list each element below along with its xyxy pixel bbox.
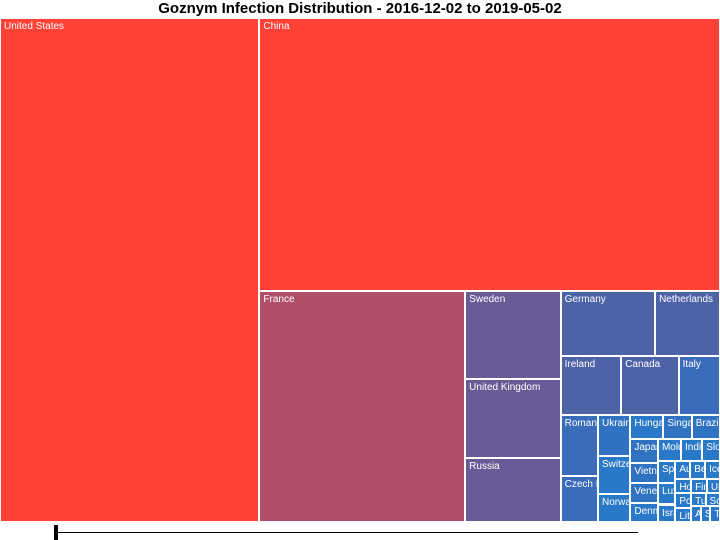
treemap-cell-label: Canada bbox=[625, 358, 661, 370]
treemap-cell-label: Iceland bbox=[709, 463, 719, 475]
treemap-cell[interactable]: Switzerland bbox=[597, 456, 631, 494]
treemap-cell[interactable]: Canada bbox=[621, 355, 679, 416]
treemap-cell-label: Japan bbox=[634, 442, 657, 454]
treemap-cell[interactable]: Ukraine bbox=[597, 415, 631, 457]
treemap-cell-label: India bbox=[684, 442, 702, 454]
treemap-cell[interactable]: United Arab Emirates bbox=[706, 478, 720, 494]
treemap-cell-label: United Arab Emirates bbox=[710, 481, 719, 493]
treemap-cell-label: Lithuania bbox=[679, 510, 690, 522]
treemap-cell[interactable]: Venezuela bbox=[630, 483, 658, 503]
treemap-cell[interactable]: Brazil bbox=[691, 415, 720, 440]
treemap-cell[interactable]: Japan bbox=[630, 439, 658, 463]
treemap-cell[interactable]: Vietnam bbox=[630, 462, 658, 484]
treemap-cell[interactable]: Germany bbox=[560, 291, 656, 356]
treemap-cell-label: Hungary bbox=[634, 418, 664, 430]
treemap-cell[interactable]: China bbox=[259, 18, 720, 292]
treemap-cell-label: Vietnam bbox=[634, 465, 657, 477]
treemap-cell[interactable]: Singapore bbox=[663, 415, 692, 440]
treemap-cell[interactable]: Russia bbox=[465, 458, 561, 522]
treemap-cell-label: Hong Kong bbox=[679, 481, 692, 493]
treemap-cell[interactable]: Luxembourg bbox=[657, 482, 676, 505]
treemap-cell-label: Slovenia bbox=[705, 509, 710, 521]
treemap-cell[interactable]: Turkey bbox=[691, 493, 706, 507]
treemap-cell[interactable]: Italy bbox=[678, 355, 720, 416]
treemap-cell[interactable]: France bbox=[259, 291, 466, 522]
treemap-cell[interactable]: Belgium bbox=[690, 460, 706, 479]
chart-title: Goznym Infection Distribution - 2016-12-… bbox=[158, 0, 562, 17]
treemap-cell-label: United States bbox=[4, 21, 65, 32]
treemap-cell[interactable]: Iceland bbox=[705, 460, 720, 479]
treemap-cell-label: Germany bbox=[564, 294, 606, 306]
treemap-cell-label: Poland bbox=[679, 496, 692, 508]
treemap-cell-label: Luxembourg bbox=[661, 485, 674, 497]
treemap-cell[interactable]: Netherlands bbox=[655, 291, 720, 356]
treemap-cell-label: Spain bbox=[661, 463, 675, 475]
treemap-cell-label: United Kingdom bbox=[469, 381, 541, 393]
treemap-cell[interactable]: South Korea bbox=[705, 493, 720, 507]
treemap-cell[interactable]: Finland bbox=[691, 478, 707, 494]
treemap-cell-label: Denmark bbox=[634, 505, 657, 517]
treemap-cell-label: Austria bbox=[695, 509, 700, 521]
timeline-track[interactable] bbox=[54, 532, 638, 533]
treemap-cell-label: Italy bbox=[682, 358, 701, 370]
treemap-cell[interactable]: Romania bbox=[560, 415, 598, 477]
treemap-cell-label: Norway bbox=[601, 496, 631, 508]
timeline-handle[interactable] bbox=[54, 525, 58, 540]
treemap-cell[interactable]: Sweden bbox=[465, 291, 561, 379]
treemap-cell-label: Netherlands bbox=[659, 294, 713, 306]
treemap-cell-label: Ukraine bbox=[601, 418, 631, 430]
treemap-cell[interactable]: United States bbox=[0, 18, 260, 522]
treemap-cell[interactable]: Czech Republic bbox=[560, 476, 598, 522]
treemap-cell-label: Finland bbox=[695, 481, 706, 493]
treemap-cell-label: Venezuela bbox=[634, 486, 658, 498]
treemap-cell-label: Ireland bbox=[564, 358, 596, 370]
treemap-cell-label: Israel bbox=[661, 507, 674, 519]
treemap-cell-label: Australia bbox=[679, 463, 689, 475]
treemap-cell[interactable]: Slovenia bbox=[700, 506, 711, 522]
treemap-cell-label: Russia bbox=[469, 461, 500, 473]
treemap-cell-label: Singapore bbox=[667, 418, 690, 430]
treemap-cell[interactable]: Ireland bbox=[560, 355, 622, 416]
treemap-cell[interactable]: Spain bbox=[657, 460, 676, 483]
treemap-cell[interactable]: Australia bbox=[675, 460, 691, 479]
treemap-cell-label: France bbox=[263, 294, 295, 306]
treemap-cell[interactable]: Taiwan bbox=[710, 506, 720, 522]
treemap-cell-label: South Korea bbox=[709, 496, 719, 507]
treemap-cell[interactable]: Lithuania bbox=[675, 507, 692, 522]
treemap-cell[interactable]: Austria bbox=[691, 506, 701, 522]
treemap-cell[interactable]: Hungary bbox=[630, 415, 664, 440]
treemap-cell-label: Brazil bbox=[695, 418, 720, 430]
treemap-cell-label: Moldova bbox=[661, 442, 680, 454]
treemap-cell-label: Switzerland bbox=[601, 459, 629, 471]
treemap-cell[interactable]: Israel bbox=[657, 504, 676, 522]
treemap-cell-label: Taiwan bbox=[714, 509, 720, 521]
treemap: United States China France Sweden United Kin… bbox=[0, 18, 720, 522]
treemap-cell[interactable]: Denmark bbox=[630, 502, 658, 522]
treemap-cell[interactable]: Moldova bbox=[657, 439, 681, 461]
treemap-cell-label: China bbox=[263, 21, 290, 32]
treemap-cell-label: Slovakia bbox=[706, 442, 719, 454]
treemap-cell-label: Belgium bbox=[694, 463, 704, 475]
treemap-cell-label: Romania bbox=[564, 418, 597, 430]
treemap-cell-label: Turkey bbox=[695, 496, 704, 507]
treemap-cell-label: Czech Republic bbox=[564, 479, 597, 491]
treemap-cell-label: Sweden bbox=[469, 294, 506, 306]
treemap-cell[interactable]: Slovakia bbox=[702, 439, 720, 461]
timeline-slider[interactable] bbox=[54, 524, 638, 540]
treemap-cell[interactable]: Poland bbox=[675, 493, 692, 508]
treemap-cell[interactable]: United Kingdom bbox=[465, 378, 561, 459]
treemap-cell[interactable]: Hong Kong bbox=[675, 478, 692, 494]
treemap-cell[interactable]: Norway bbox=[597, 493, 631, 522]
treemap-cell[interactable]: India bbox=[680, 439, 703, 461]
